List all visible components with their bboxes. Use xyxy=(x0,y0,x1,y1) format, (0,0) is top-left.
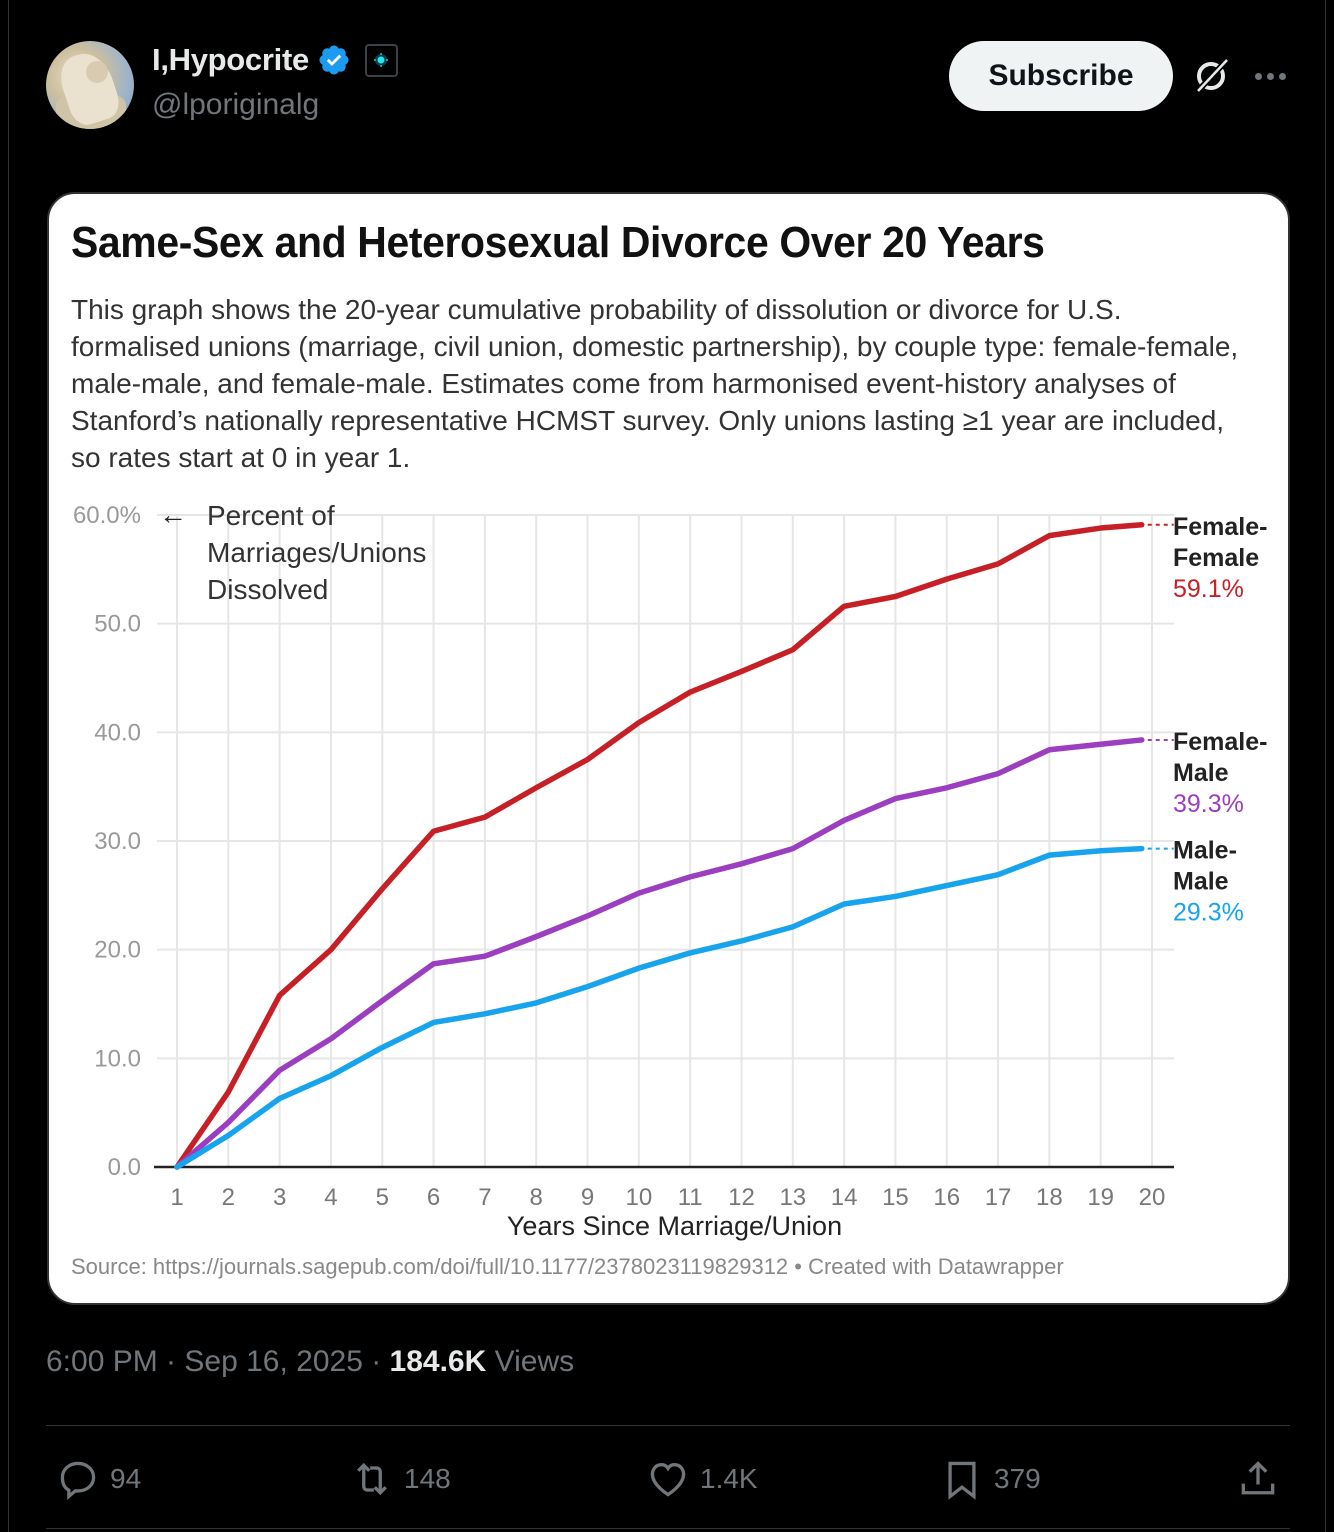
series-label: Male xyxy=(1173,759,1229,787)
x-tick-label: 8 xyxy=(530,1184,543,1211)
y-tick-label: 60.0% xyxy=(73,502,141,529)
x-tick-label: 19 xyxy=(1087,1184,1114,1211)
y-axis-annotation-line: Percent of xyxy=(207,500,335,531)
y-tick-label: 50.0 xyxy=(94,611,141,638)
x-tick-label: 18 xyxy=(1036,1184,1063,1211)
x-tick-label: 12 xyxy=(728,1184,755,1211)
like-count: 1.4K xyxy=(700,1463,758,1494)
x-tick-label: 2 xyxy=(222,1184,235,1211)
share-button[interactable] xyxy=(1236,1456,1280,1502)
repost-icon xyxy=(357,1462,387,1496)
grok-icon[interactable] xyxy=(1190,55,1232,97)
x-tick-label: 5 xyxy=(376,1184,389,1211)
x-tick-label: 13 xyxy=(779,1184,806,1211)
y-axis-annotation-line: Marriages/Unions xyxy=(207,537,426,568)
bookmark-icon xyxy=(948,1461,976,1500)
x-tick-label: 16 xyxy=(933,1184,960,1211)
series-label: Female- xyxy=(1173,728,1267,756)
series-end-value: 59.1% xyxy=(1173,575,1244,603)
bookmark-button[interactable]: 379 xyxy=(940,1456,1041,1502)
y-tick-label: 0.0 xyxy=(108,1154,141,1181)
x-tick-label: 15 xyxy=(882,1184,909,1211)
y-tick-label: 40.0 xyxy=(94,719,141,746)
repost-count: 148 xyxy=(404,1463,451,1494)
series-label: Female xyxy=(1173,544,1259,572)
views-label: Views xyxy=(486,1345,575,1378)
series-end-value: 39.3% xyxy=(1173,790,1244,818)
chart-card[interactable]: Same-Sex and Heterosexual Divorce Over 2… xyxy=(47,192,1290,1305)
reply-button[interactable]: 94 xyxy=(56,1456,141,1502)
divider xyxy=(46,1528,1290,1529)
series-label: Male- xyxy=(1173,837,1237,865)
chart-title: Same-Sex and Heterosexual Divorce Over 2… xyxy=(71,218,1045,267)
y-axis-arrow: ← xyxy=(159,499,187,530)
x-tick-label: 1 xyxy=(170,1184,183,1211)
chart-source: Source: https://journals.sagepub.com/doi… xyxy=(71,1254,1064,1279)
share-icon xyxy=(1241,1461,1275,1495)
like-button[interactable]: 1.4K xyxy=(646,1456,758,1502)
x-tick-label: 14 xyxy=(831,1184,858,1211)
repost-button[interactable]: 148 xyxy=(350,1456,451,1502)
views-count: 184.6K xyxy=(389,1345,487,1378)
like-icon xyxy=(650,1463,686,1497)
y-tick-label: 20.0 xyxy=(94,937,141,964)
x-tick-label: 10 xyxy=(625,1184,652,1211)
divider xyxy=(46,1425,1290,1426)
reply-count: 94 xyxy=(110,1463,142,1494)
x-tick-label: 7 xyxy=(478,1184,491,1211)
x-tick-label: 20 xyxy=(1139,1184,1166,1211)
timestamp[interactable]: 6:00 PM · Sep 16, 2025 · xyxy=(46,1345,390,1378)
handle[interactable]: @lporiginalg xyxy=(152,88,320,121)
y-tick-label: 10.0 xyxy=(94,1045,141,1072)
series-line-female-female xyxy=(174,522,1145,1170)
x-tick-label: 11 xyxy=(678,1184,703,1211)
x-tick-label: 9 xyxy=(581,1184,594,1211)
more-icon[interactable] xyxy=(1250,60,1290,92)
x-tick-label: 17 xyxy=(985,1184,1012,1211)
series-line-male-male xyxy=(174,845,1145,1170)
affiliate-badge-icon[interactable] xyxy=(364,43,398,77)
series-line-female-male xyxy=(174,737,1145,1170)
line-chart: 1 2 3 4 5 6 7 8 9 10 11 12 13 14 15 16 17 18 19 200.010.020… xyxy=(73,499,1268,1241)
y-tick-label: 30.0 xyxy=(94,828,141,855)
series-label: Female- xyxy=(1173,513,1267,541)
chart-description: This graph shows the 20-year cumulative … xyxy=(71,294,1239,473)
avatar[interactable] xyxy=(46,41,134,129)
reply-icon xyxy=(60,1461,96,1501)
series-end-value: 29.3% xyxy=(1173,899,1244,927)
author-name-row[interactable]: I,Hypocrite xyxy=(152,42,398,78)
x-tick-label: 3 xyxy=(273,1184,286,1211)
x-axis-label: Years Since Marriage/Union xyxy=(507,1211,842,1241)
display-name[interactable]: I,Hypocrite xyxy=(152,42,309,77)
bookmark-count: 379 xyxy=(994,1463,1041,1494)
series-label: Male xyxy=(1173,868,1229,896)
verified-badge-icon[interactable] xyxy=(317,43,351,77)
x-tick-label: 6 xyxy=(427,1184,440,1211)
post-frame xyxy=(8,0,1326,1532)
y-axis-annotation-line: Dissolved xyxy=(207,574,328,605)
x-tick-label: 4 xyxy=(324,1184,337,1211)
subscribe-button[interactable]: Subscribe xyxy=(949,41,1173,111)
post-meta: 6:00 PM · Sep 16, 2025 · 184.6K Views xyxy=(46,1345,574,1379)
